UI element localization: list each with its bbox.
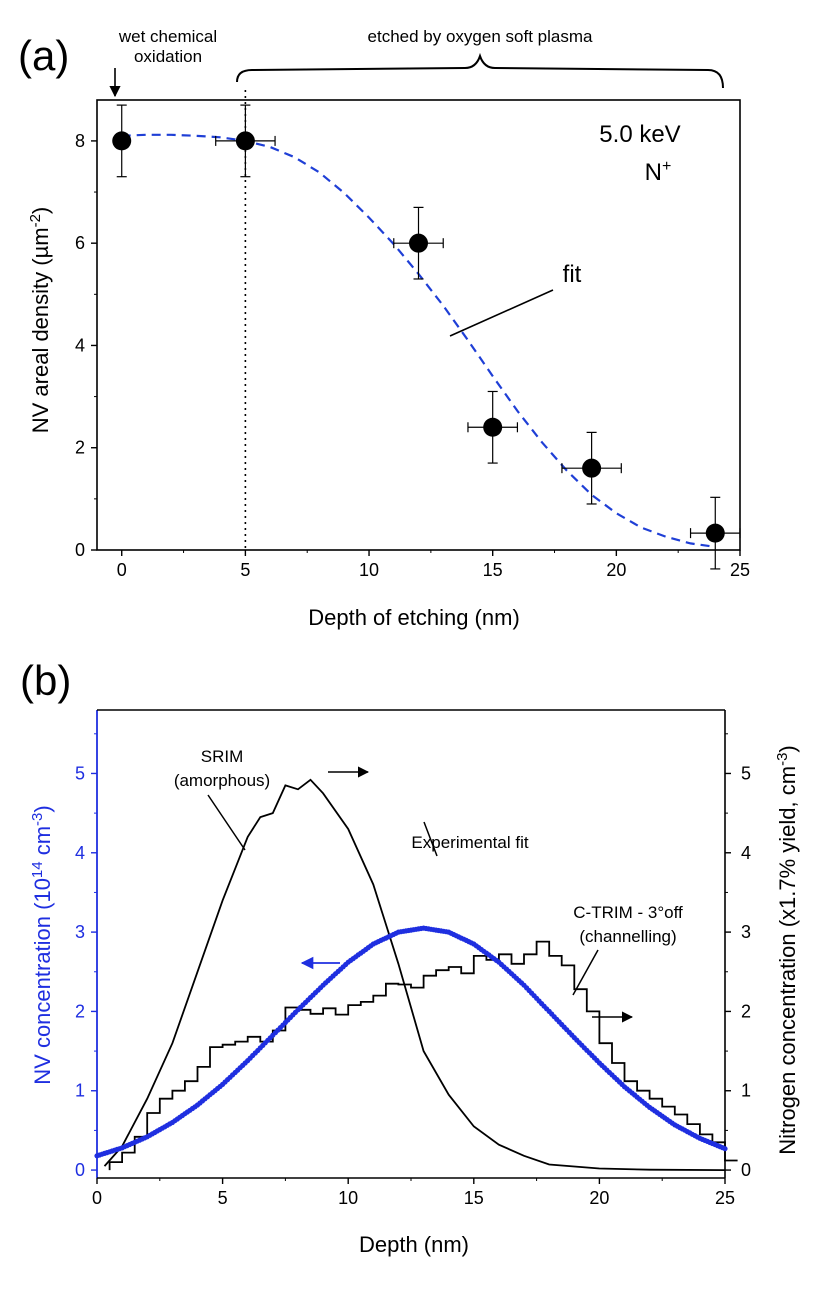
y-tick-label: 4 [75, 335, 85, 355]
y-tick-label: 0 [75, 540, 85, 560]
y-right-tick-label: 4 [741, 843, 751, 863]
y-tick-label: 6 [75, 233, 85, 253]
panel-b-ylabel-left-sup2: -3 [29, 813, 46, 826]
x-tick-label: 15 [464, 1188, 484, 1208]
ion-symbol: N [645, 159, 662, 186]
panel-b-ylabel-right-main: Nitrogen concentration (x1.7% yield, cm [775, 766, 800, 1155]
panel-a-label: (a) [18, 32, 69, 79]
wet-oxidation-label-line2: oxidation [134, 47, 202, 66]
x-tick-label: 20 [606, 560, 626, 580]
x-tick-label: 0 [92, 1188, 102, 1208]
srim-pointer [207, 794, 246, 851]
y-left-tick-label: 5 [75, 763, 85, 783]
ion-charge: + [662, 158, 671, 175]
ctrim-label-line1: C-TRIM - 3°off [573, 903, 683, 922]
panel-b-ylabel-left-main: NV concentration (10 [30, 878, 55, 1085]
x-tick-label: 0 [117, 560, 127, 580]
data-point-3 [483, 417, 503, 437]
fit-pointer [449, 289, 554, 337]
y-right-tick-label: 3 [741, 922, 751, 942]
panel-b-ylabel-left-mid: cm [30, 826, 55, 861]
x-tick-label: 5 [240, 560, 250, 580]
y-left-tick-label: 3 [75, 922, 85, 942]
srim-label-line2: (amorphous) [174, 771, 270, 790]
etched-brace [236, 52, 724, 89]
panel-b-ylabel-left-end: ) [30, 805, 55, 812]
y-right-tick-label: 1 [741, 1081, 751, 1101]
panel-a-ylabel-end: ) [28, 207, 53, 214]
ion-label: N+ [645, 158, 672, 186]
panel-a-xlabel: Depth of etching (nm) [308, 605, 520, 630]
panel-b: (b) 0 5 10 15 20 250 01 12 23 34 45 5 SRIM (amorpho… [20, 657, 800, 1257]
panel-b-annotations: SRIM (amorphous) Experimental fit C-TRIM… [174, 747, 683, 1023]
panel-b-plot: 0 5 10 15 20 250 01 12 23 34 45 5 [75, 709, 751, 1208]
ctrim-label-line2: (channelling) [579, 927, 676, 946]
x-tick-label: 5 [218, 1188, 228, 1208]
experimental-fit-dot [722, 1146, 728, 1152]
panel-b-ylabel-right-sup: -3 [774, 753, 791, 766]
y-right-tick-label: 5 [741, 763, 751, 783]
x-tick-label: 15 [483, 560, 503, 580]
wet-oxidation-label-line1: wet chemical [118, 27, 217, 46]
x-tick-label: 10 [359, 560, 379, 580]
x-tick-label: 20 [589, 1188, 609, 1208]
data-point-2 [409, 233, 428, 253]
panel-b-ylabel-right: Nitrogen concentration (x1.7% yield, cm-… [774, 745, 800, 1155]
experimental-fit-label: Experimental fit [411, 833, 528, 852]
panel-a-ylabel-main: NV areal density (µm [28, 227, 53, 433]
panel-a-plot: 0 5 10 15 20 25 0 2 4 6 8 [75, 90, 750, 580]
data-point-1 [235, 131, 255, 151]
y-left-tick-label: 1 [75, 1081, 85, 1101]
x-tick-label: 10 [338, 1188, 358, 1208]
data-point-4 [582, 458, 602, 478]
x-tick-label: 25 [715, 1188, 735, 1208]
srim-label-line1: SRIM [201, 747, 244, 766]
y-right-tick-label: 2 [741, 1001, 751, 1021]
experimental-fit-pointer [423, 821, 438, 857]
ctrim-pointer [572, 949, 599, 996]
panel-b-xlabel: Depth (nm) [359, 1232, 469, 1257]
y-left-tick-label: 0 [75, 1160, 85, 1180]
energy-label: 5.0 keV [599, 121, 680, 148]
y-right-tick-label: 0 [741, 1160, 751, 1180]
panel-a-annotations: wet chemical oxidation etched by oxygen … [109, 27, 724, 337]
fit-label: fit [563, 261, 582, 288]
y-left-tick-label: 4 [75, 843, 85, 863]
etched-label: etched by oxygen soft plasma [368, 27, 593, 46]
panel-b-ylabel-left-sup1: 14 [29, 861, 46, 878]
y-left-tick-label: 2 [75, 1001, 85, 1021]
x-tick-label: 25 [730, 560, 750, 580]
y-tick-label: 2 [75, 438, 85, 458]
data-point-5 [705, 523, 725, 543]
y-tick-label: 8 [75, 131, 85, 151]
srim-curve [103, 778, 726, 1171]
panel-a-ylabel-sup: -2 [27, 214, 44, 227]
panel-b-label: (b) [20, 657, 71, 704]
data-point-0 [112, 131, 132, 151]
panel-a: (a) wet chemical oxidation etched by oxy… [18, 27, 750, 630]
panel-a-frame [96, 99, 741, 551]
ctrim-histogram [108, 940, 738, 1171]
panel-a-ylabel: NV areal density (µm-2) [27, 207, 53, 434]
experimental-fit-curve [94, 925, 728, 1159]
fit-curve [121, 133, 716, 548]
panel-b-ylabel-left: NV concentration (1014 cm-3) [29, 805, 55, 1084]
panel-b-ylabel-right-end: ) [775, 745, 800, 752]
